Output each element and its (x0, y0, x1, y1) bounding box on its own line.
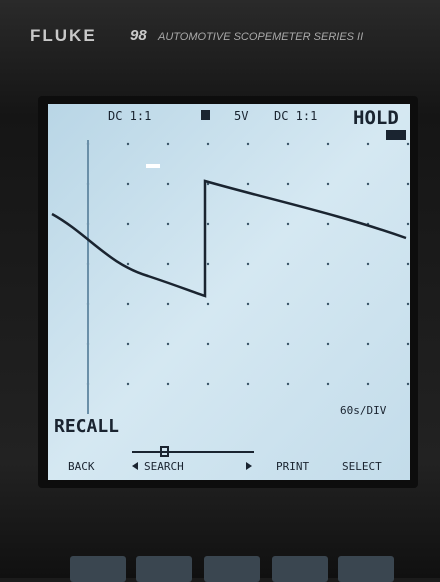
grid-dot (406, 382, 410, 386)
grid-dot (126, 342, 130, 346)
grid-dot (166, 222, 170, 226)
grid-dot (366, 302, 370, 306)
grid-dot (206, 142, 210, 146)
grid-dot (206, 342, 210, 346)
grid-dot (366, 382, 370, 386)
grid-dot (406, 262, 410, 266)
grid-dot (206, 302, 210, 306)
grid-dot (126, 382, 130, 386)
grid-dot (246, 182, 250, 186)
grid-dot (326, 222, 330, 226)
grid-dot (286, 302, 290, 306)
grid-dot (366, 262, 370, 266)
grid-dot (126, 142, 130, 146)
grid-dot (286, 262, 290, 266)
grid-dot (366, 182, 370, 186)
grid-dot (206, 262, 210, 266)
model: 98 (130, 27, 147, 44)
softkey-label: SEARCH (144, 460, 184, 473)
waveform (51, 179, 407, 298)
grid-dot (206, 222, 210, 226)
grid-dot (206, 182, 210, 186)
grid-dot (246, 302, 250, 306)
series: AUTOMOTIVE SCOPEMETER SERIES II (158, 31, 364, 43)
grid-dot (286, 142, 290, 146)
grid-dot (366, 342, 370, 346)
softkey-label: BACK (68, 460, 95, 473)
grid-dot (286, 222, 290, 226)
trigger-marker (146, 164, 160, 168)
grid-dot (286, 182, 290, 186)
grid-dot (366, 142, 370, 146)
grid-dot (326, 142, 330, 146)
search-position (160, 446, 169, 457)
grid-dot (326, 342, 330, 346)
softkey-button[interactable] (204, 556, 260, 582)
screen: DC 1:1 5V DC 1:1 HOLD RECALL 60s/DIV BAC… (48, 104, 410, 480)
softkey-button[interactable] (70, 556, 126, 582)
softkey-label: PRINT (276, 460, 309, 473)
grid-dot (166, 182, 170, 186)
grid-dot (406, 142, 410, 146)
grid-dot (166, 262, 170, 266)
grid-dot (246, 262, 250, 266)
grid-dot (206, 382, 210, 386)
softkey-button[interactable] (272, 556, 328, 582)
timebase: 60s/DIV (340, 404, 387, 417)
grid-dot (246, 342, 250, 346)
readout: DC 1:1 (108, 109, 151, 123)
grid-dot (326, 262, 330, 266)
readout: DC 1:1 (274, 109, 317, 123)
grid-dot (246, 142, 250, 146)
brand: FLUKE (30, 26, 97, 45)
mode: RECALL (54, 416, 119, 437)
grid-dot (166, 382, 170, 386)
grid-dot (126, 262, 130, 266)
grid-dot (326, 182, 330, 186)
probe-icon (201, 110, 210, 120)
battery-icon (386, 130, 406, 140)
readout: 5V (234, 109, 248, 123)
status: HOLD (353, 107, 399, 129)
grid-dot (246, 222, 250, 226)
grid-dot (126, 182, 130, 186)
grid-dot (406, 222, 410, 226)
grid-dot (286, 342, 290, 346)
softkey-button[interactable] (338, 556, 394, 582)
grid-dot (166, 342, 170, 346)
grid-dot (406, 182, 410, 186)
grid-dot (406, 342, 410, 346)
softkey-label: SELECT (342, 460, 382, 473)
grid-dot (406, 302, 410, 306)
grid-dot (126, 222, 130, 226)
softkey-button[interactable] (136, 556, 192, 582)
grid-dot (326, 302, 330, 306)
grid-dot (166, 302, 170, 306)
grid-dot (286, 382, 290, 386)
grid-dot (326, 382, 330, 386)
grid-dot (246, 382, 250, 386)
grid-dot (126, 302, 130, 306)
grid-dot (166, 142, 170, 146)
screen-background (48, 104, 410, 480)
